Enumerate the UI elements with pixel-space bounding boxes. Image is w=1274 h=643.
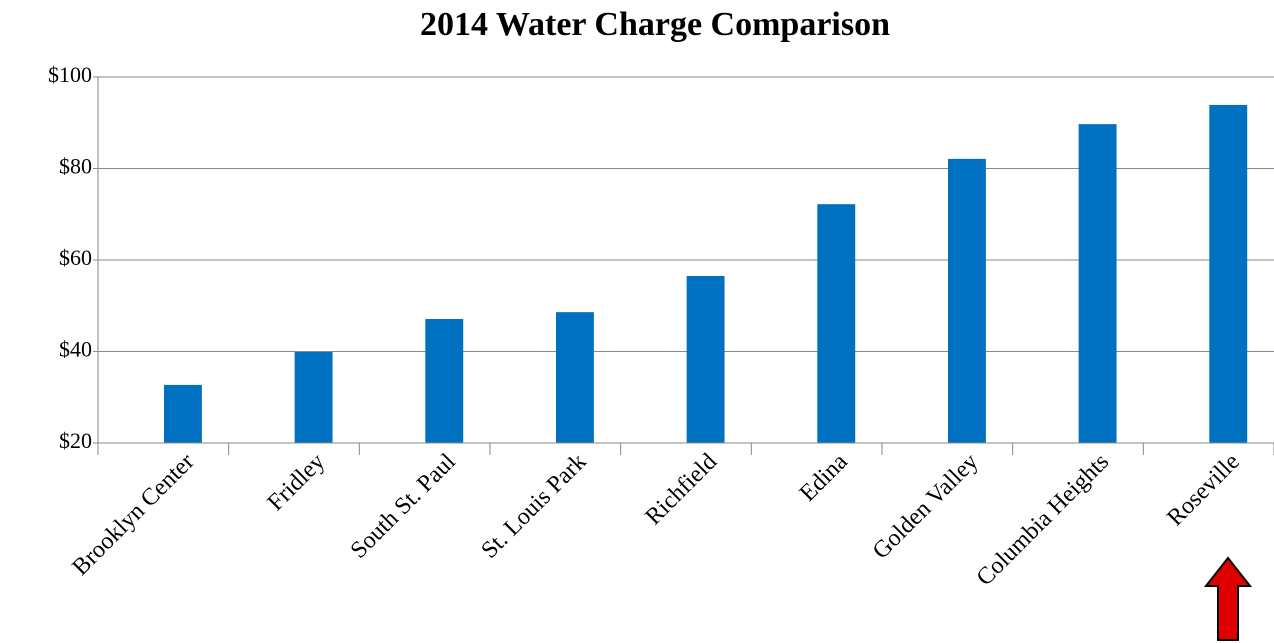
bar (425, 319, 464, 443)
chart-title: 2014 Water Charge Comparison (420, 6, 890, 43)
x-tick-label: Edina (795, 449, 853, 507)
x-tick-label: South St. Paul (346, 449, 461, 564)
y-tick-label: $20 (59, 428, 92, 453)
y-tick-label: $80 (59, 154, 92, 179)
bar (1209, 104, 1248, 443)
x-tick-label: Richfield (641, 449, 723, 531)
x-tick-label: St. Louis Park (476, 449, 591, 564)
bar (686, 276, 725, 443)
bar (947, 158, 986, 443)
bar (1078, 124, 1117, 443)
y-tick-label: $60 (59, 245, 92, 270)
bar (163, 384, 202, 443)
x-tick-label: Roseville (1162, 449, 1244, 531)
y-tick-label: $100 (48, 62, 92, 87)
bar (555, 312, 594, 443)
x-tick-label: Fridley (263, 449, 330, 516)
y-tick-label: $40 (59, 337, 92, 362)
highlight-arrow (1203, 556, 1253, 641)
x-tick-label: Brooklyn Center (67, 449, 199, 581)
bar (294, 351, 333, 443)
bar (817, 204, 856, 443)
x-tick-label: Columbia Heights (972, 449, 1114, 591)
x-tick-label: Golden Valley (868, 449, 984, 565)
